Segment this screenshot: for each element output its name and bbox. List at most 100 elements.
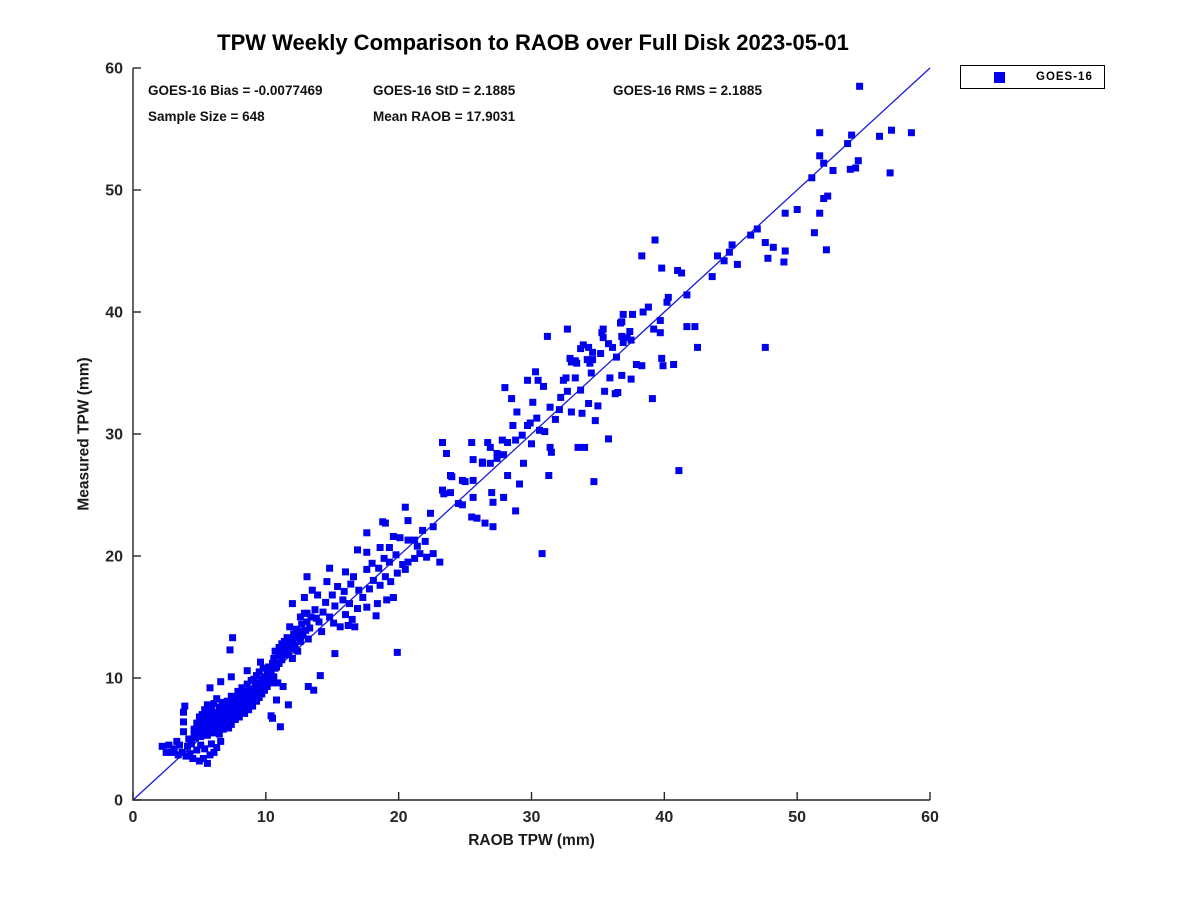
data-point [201,728,209,736]
data-point [563,325,571,333]
data-point [599,334,607,342]
data-point [173,737,181,745]
x-tick-label: 10 [257,809,275,826]
data-point [644,303,652,311]
data-point [674,267,682,274]
data-point [524,376,531,384]
data-point [373,600,381,608]
data-point [478,459,486,467]
data-point [221,702,229,710]
data-point [411,554,419,562]
data-point [298,620,306,628]
data-point [404,536,412,544]
data-point [217,678,225,686]
data-point [528,440,535,448]
data-point [541,428,549,436]
data-point [231,716,239,723]
data-point [764,254,772,262]
data-point [283,634,291,642]
data-point [816,129,824,137]
data-point [599,325,607,333]
data-point [269,659,276,667]
data-point [180,708,187,716]
data-point [214,711,222,719]
data-point [203,731,211,739]
data-point [638,252,646,260]
stat-std: GOES-16 StD = 2.1885 [373,83,516,98]
data-point [393,569,401,577]
x-tick-label: 20 [390,809,408,826]
y-tick-label: 0 [114,793,123,810]
data-point [591,417,599,425]
data-point [618,371,626,379]
data-point [656,329,664,337]
data-point [623,334,631,342]
data-point [284,648,292,656]
data-point [331,602,339,610]
data-point [318,628,326,636]
data-point [512,507,520,515]
data-point [670,361,678,368]
data-point [210,723,218,731]
data-point [213,744,221,751]
data-point [279,646,287,654]
data-point [210,700,218,708]
data-point [781,209,789,217]
data-point [243,680,251,688]
stat-rms: GOES-16 RMS = 2.1885 [613,83,762,98]
data-point [577,345,585,353]
data-point [363,529,371,537]
data-point [315,618,323,626]
data-point [632,361,640,368]
data-point [627,336,635,344]
data-point [197,733,205,741]
legend-label: GOES-16 [1036,71,1093,83]
data-point [375,564,383,572]
data-point [237,707,245,715]
data-point [303,618,311,626]
data-point [504,472,512,479]
data-point [365,585,373,593]
data-point [594,402,602,410]
data-point [250,675,258,683]
data-point [259,664,267,672]
data-point [493,450,501,457]
data-point [888,126,895,134]
data-point [348,615,356,623]
data-point [385,558,393,566]
x-tick-label: 0 [129,809,138,826]
data-point [199,718,207,726]
data-point [288,655,296,662]
data-point [311,606,319,614]
data-point [440,490,448,498]
data-point [251,691,259,699]
data-point [468,439,476,446]
data-point [829,167,837,174]
data-point [182,752,190,760]
data-point [648,395,656,403]
data-point [354,546,361,554]
data-point [198,711,206,719]
data-point [263,683,271,690]
data-point [286,623,294,631]
data-point [413,542,421,550]
data-point [185,735,193,743]
data-point [589,348,597,356]
data-point [886,169,894,177]
data-point [273,696,280,704]
data-point [581,443,589,451]
data-point [725,248,733,256]
data-point [198,724,206,732]
data-point [419,526,427,534]
data-point [404,558,412,566]
data-point [416,550,424,558]
data-point [241,709,249,717]
data-point [520,459,527,467]
data-point [206,725,214,733]
data-point [243,667,251,675]
data-point [573,359,581,367]
data-point [540,382,547,390]
data-point [429,523,437,531]
data-point [195,757,203,765]
